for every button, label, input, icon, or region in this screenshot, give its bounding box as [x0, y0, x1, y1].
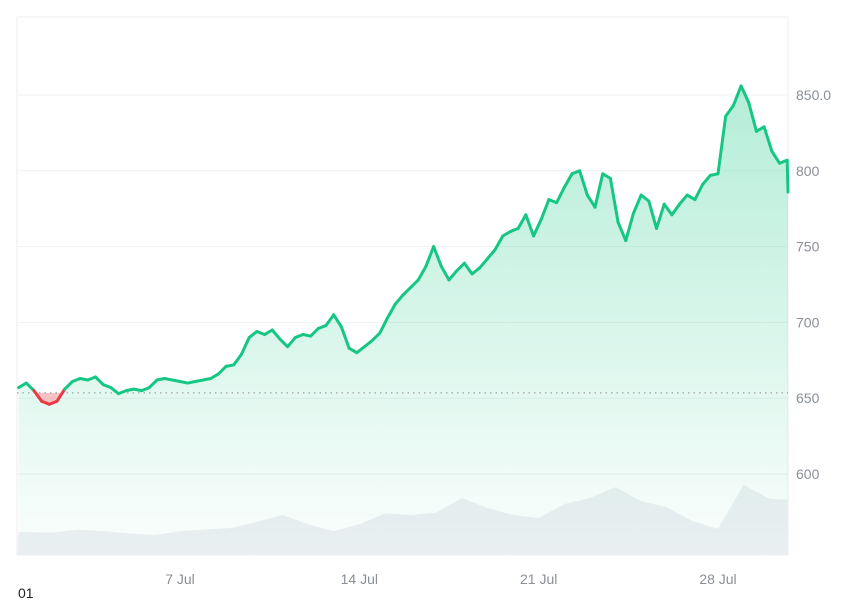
gradient-fill — [18, 85, 789, 556]
price-segment — [670, 202, 682, 217]
price-segment — [109, 386, 121, 396]
price-segment — [378, 316, 390, 335]
clipped-footer-label: 01 — [18, 585, 34, 601]
y-tick-label: 850.0 — [796, 87, 831, 103]
price-segment — [562, 172, 574, 189]
price-segment — [286, 336, 297, 349]
price-segment — [424, 245, 436, 268]
price-segment — [731, 84, 743, 108]
price-segment — [447, 269, 459, 282]
price-segment — [247, 329, 259, 340]
price-segment — [785, 158, 790, 194]
price-segment — [355, 345, 366, 355]
price-segment — [439, 264, 451, 282]
price-segment — [593, 172, 605, 209]
price-segment — [232, 352, 243, 367]
price-segment — [701, 173, 712, 186]
x-tick-label: 28 Jul — [699, 571, 736, 587]
price-segment — [616, 220, 628, 243]
price-segment — [524, 213, 536, 238]
price-segment — [716, 114, 728, 176]
price-segment — [655, 202, 666, 230]
price-segment — [747, 101, 758, 133]
price-segment — [608, 176, 620, 224]
price-segment — [147, 378, 159, 390]
price-segment — [693, 182, 705, 202]
price-segment — [762, 125, 774, 153]
price-segment — [32, 389, 44, 403]
x-tick-label: 21 Jul — [520, 571, 557, 587]
price-segment — [539, 198, 551, 221]
price-segment — [462, 261, 474, 276]
price-segment — [339, 325, 351, 350]
price-segment — [332, 313, 343, 329]
price-segment — [309, 326, 320, 338]
price-segment — [370, 331, 382, 343]
price-segment — [485, 248, 497, 261]
price-segment — [24, 381, 36, 393]
price-segment — [362, 339, 374, 349]
price-segment — [585, 193, 597, 209]
price-segment — [478, 257, 489, 270]
x-tick-label: 14 Jul — [341, 571, 378, 587]
price-segment — [532, 217, 543, 238]
price-segment — [647, 199, 659, 230]
price-segment — [401, 286, 413, 297]
price-segment — [409, 278, 420, 290]
price-segment — [324, 313, 336, 327]
y-tick-label: 750 — [796, 239, 820, 255]
price-segment — [678, 193, 689, 206]
price-segment — [739, 84, 751, 105]
price-segment — [770, 149, 781, 165]
price-segment — [455, 261, 466, 273]
price-segment — [239, 336, 251, 356]
price-segment — [432, 245, 443, 268]
price-segment — [270, 328, 282, 341]
x-axis: 7 Jul 14 Jul 21 Jul 28 Jul — [165, 571, 736, 587]
price-segment — [493, 234, 505, 252]
y-tick-label: 600 — [796, 466, 820, 482]
price-segment — [63, 380, 74, 391]
price-segment — [624, 211, 635, 243]
y-tick-label: 650 — [796, 390, 820, 406]
price-segment — [555, 185, 566, 205]
price-segment — [416, 264, 428, 282]
price-segment — [662, 202, 674, 217]
price-segment — [724, 104, 735, 118]
y-tick-label: 800 — [796, 163, 820, 179]
price-segment — [55, 387, 67, 403]
price-segment — [470, 266, 482, 276]
y-tick-label: 700 — [796, 314, 820, 330]
price-line[interactable] — [17, 84, 790, 406]
y-axis: 850.0 800 750 700 650 600 — [796, 87, 831, 482]
price-segment — [278, 337, 290, 349]
price-segment — [216, 364, 228, 376]
price-segment — [631, 193, 643, 215]
price-segment — [93, 375, 105, 387]
x-tick-label: 7 Jul — [165, 571, 195, 587]
price-segment — [393, 293, 405, 306]
price-segment — [516, 213, 528, 230]
price-segment — [386, 302, 397, 320]
price-segment — [639, 193, 651, 203]
price-segment — [578, 169, 589, 197]
